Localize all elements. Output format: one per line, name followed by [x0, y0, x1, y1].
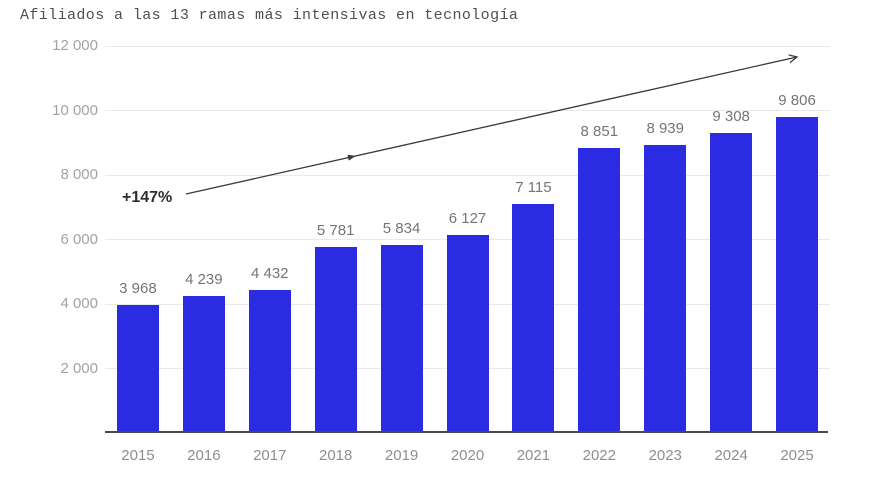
bar	[512, 203, 555, 433]
chart-title: Afiliados a las 13 ramas más intensivas …	[20, 7, 519, 24]
annotation-label: +147%	[122, 189, 173, 206]
bar-value-label: 5 781	[316, 221, 355, 239]
x-tick-label: 2018	[318, 447, 353, 464]
bar	[644, 144, 687, 433]
x-tick-label: 2016	[187, 447, 221, 464]
x-tick-label: 2024	[714, 447, 748, 464]
bar	[710, 132, 753, 433]
x-tick-label: 2022	[582, 447, 616, 464]
bar	[380, 244, 423, 433]
bar	[116, 305, 159, 433]
gridline	[105, 45, 830, 47]
x-tick-label: 2015	[121, 447, 155, 464]
x-tick-label: 2017	[253, 447, 287, 464]
x-tick-label: 2020	[450, 447, 485, 464]
bar	[578, 147, 621, 433]
bar	[182, 296, 225, 433]
bar-value-label: 4 432	[250, 265, 289, 283]
y-tick-label: 10 000	[52, 101, 98, 119]
bar-value-label: 4 239	[185, 271, 223, 289]
bar-value-label: 9 308	[712, 107, 750, 125]
y-tick-label: 6 000	[60, 230, 98, 248]
bar	[248, 290, 291, 433]
bar-value-label: 7 115	[515, 178, 552, 196]
y-tick-label: 12 000	[52, 37, 98, 54]
x-tick-label: 2021	[516, 447, 551, 464]
y-tick-label: 4 000	[60, 295, 98, 312]
y-tick-label: 8 000	[60, 166, 98, 183]
x-tick-label: 2023	[648, 447, 682, 464]
bar-value-label: 3 968	[119, 280, 157, 298]
bar	[446, 235, 489, 433]
x-axis-line	[105, 431, 828, 433]
bar	[776, 116, 819, 433]
bar-value-label: 9 806	[778, 91, 816, 109]
bar	[314, 246, 357, 433]
x-tick-label: 2025	[780, 447, 814, 464]
bar-value-label: 6 127	[448, 210, 487, 228]
x-tick-label: 2019	[384, 447, 419, 464]
bar-value-label: 5 834	[382, 219, 421, 237]
y-tick-label: 2 000	[60, 359, 98, 377]
